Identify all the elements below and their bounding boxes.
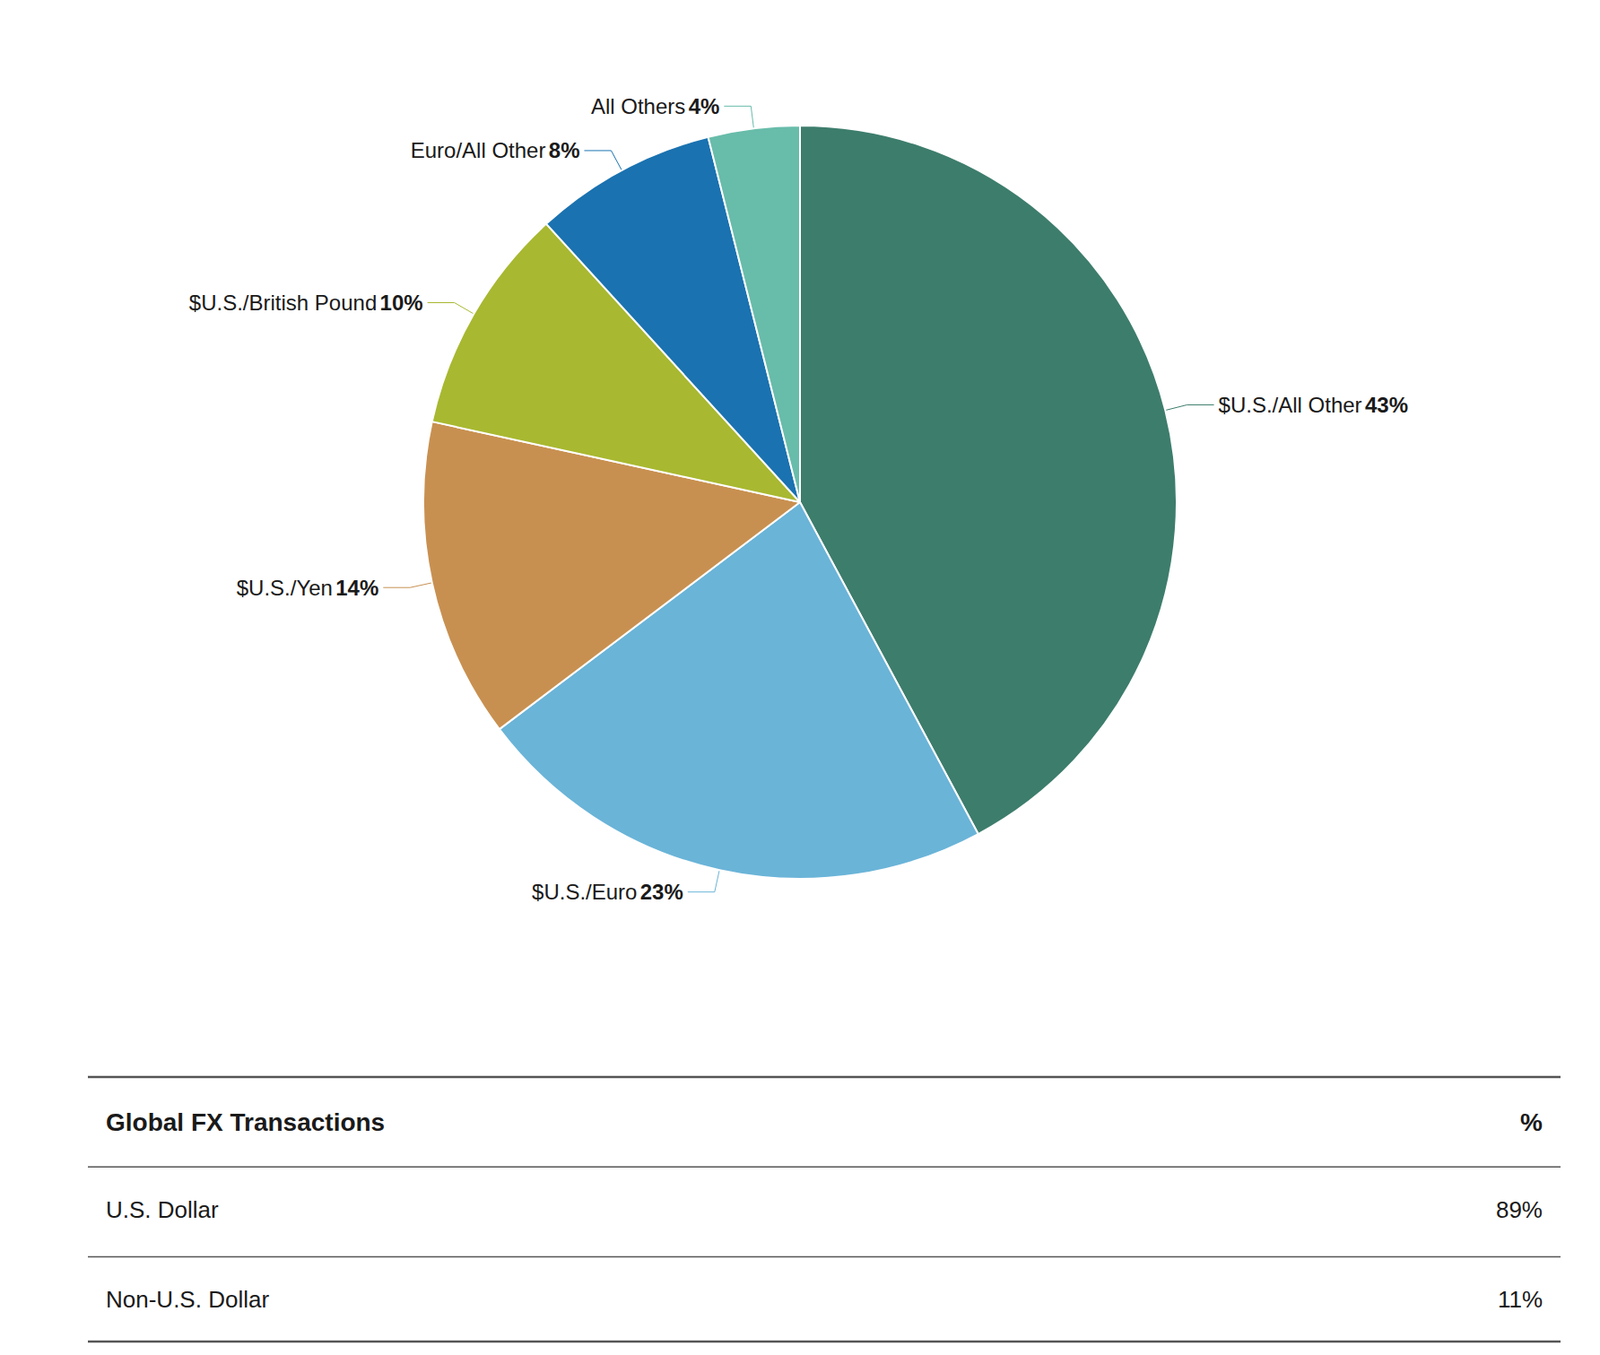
svg-text:$U.S./All Other: $U.S./All Other xyxy=(1218,392,1363,418)
svg-text:$U.S./Euro: $U.S./Euro xyxy=(531,879,637,905)
svg-text:U.S. Dollar: U.S. Dollar xyxy=(105,1196,219,1224)
svg-text:All Others: All Others xyxy=(591,94,686,119)
svg-text:11%: 11% xyxy=(1497,1286,1543,1314)
svg-text:Non-U.S. Dollar: Non-U.S. Dollar xyxy=(105,1286,270,1314)
svg-text:43%: 43% xyxy=(1365,392,1409,418)
svg-text:89%: 89% xyxy=(1495,1196,1543,1224)
svg-text:14%: 14% xyxy=(335,575,379,600)
svg-text:10%: 10% xyxy=(380,290,424,315)
svg-text:%: % xyxy=(1520,1108,1543,1137)
svg-text:8%: 8% xyxy=(548,138,581,163)
svg-text:23%: 23% xyxy=(640,879,684,905)
svg-text:Euro/All Other: Euro/All Other xyxy=(410,138,547,163)
svg-text:Global FX Transactions: Global FX Transactions xyxy=(105,1108,385,1137)
svg-text:4%: 4% xyxy=(688,94,721,119)
svg-text:$U.S./Yen: $U.S./Yen xyxy=(236,575,333,600)
svg-text:$U.S./British Pound: $U.S./British Pound xyxy=(189,290,377,315)
